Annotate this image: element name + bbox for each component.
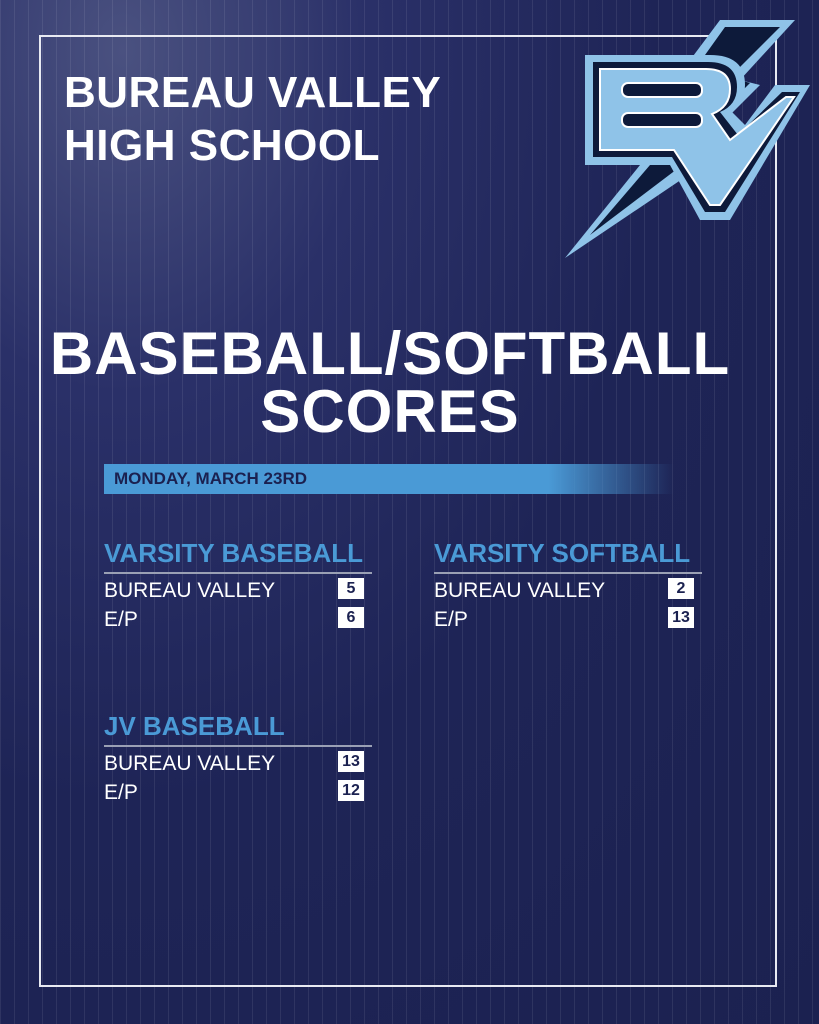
game-varsity-baseball: VARSITY BASEBALL BUREAU VALLEY 5 E/P 6	[104, 538, 372, 632]
team-row: E/P 6	[104, 603, 372, 632]
game-varsity-softball: VARSITY SOFTBALL BUREAU VALLEY 2 E/P 13	[434, 538, 702, 632]
team-score: 13	[668, 607, 694, 628]
team-row: BUREAU VALLEY 5	[104, 574, 372, 603]
game-title: VARSITY SOFTBALL	[434, 538, 702, 574]
school-name: BUREAU VALLEY HIGH SCHOOL	[64, 66, 441, 172]
team-row: E/P 12	[104, 776, 372, 805]
team-row: BUREAU VALLEY 13	[104, 747, 372, 776]
school-name-line2: HIGH SCHOOL	[64, 121, 380, 170]
date-text: MONDAY, MARCH 23RD	[114, 469, 308, 488]
date-banner: MONDAY, MARCH 23RD	[104, 464, 674, 494]
team-score: 6	[338, 607, 364, 628]
team-name: BUREAU VALLEY	[104, 752, 276, 775]
school-name-line1: BUREAU VALLEY	[64, 68, 442, 117]
border-frame	[39, 35, 777, 987]
title-line1: BASEBALL/SOFTBALL	[49, 320, 731, 387]
game-title: JV BASEBALL	[104, 711, 372, 747]
team-row: BUREAU VALLEY 2	[434, 574, 702, 603]
game-title: VARSITY BASEBALL	[104, 538, 372, 574]
team-name: E/P	[434, 608, 468, 631]
game-jv-baseball: JV BASEBALL BUREAU VALLEY 13 E/P 12	[104, 711, 372, 805]
team-score: 2	[668, 578, 694, 599]
team-name: E/P	[104, 781, 138, 804]
bv-lightning-logo	[565, 20, 810, 258]
team-score: 12	[338, 780, 364, 801]
team-score: 5	[338, 578, 364, 599]
team-score: 13	[338, 751, 364, 772]
team-name: BUREAU VALLEY	[104, 579, 276, 602]
title-line2: SCORES	[260, 378, 520, 445]
team-row: E/P 13	[434, 603, 702, 632]
team-name: E/P	[104, 608, 138, 631]
team-name: BUREAU VALLEY	[434, 579, 606, 602]
page-title: BASEBALL/SOFTBALL SCORES	[0, 320, 780, 445]
